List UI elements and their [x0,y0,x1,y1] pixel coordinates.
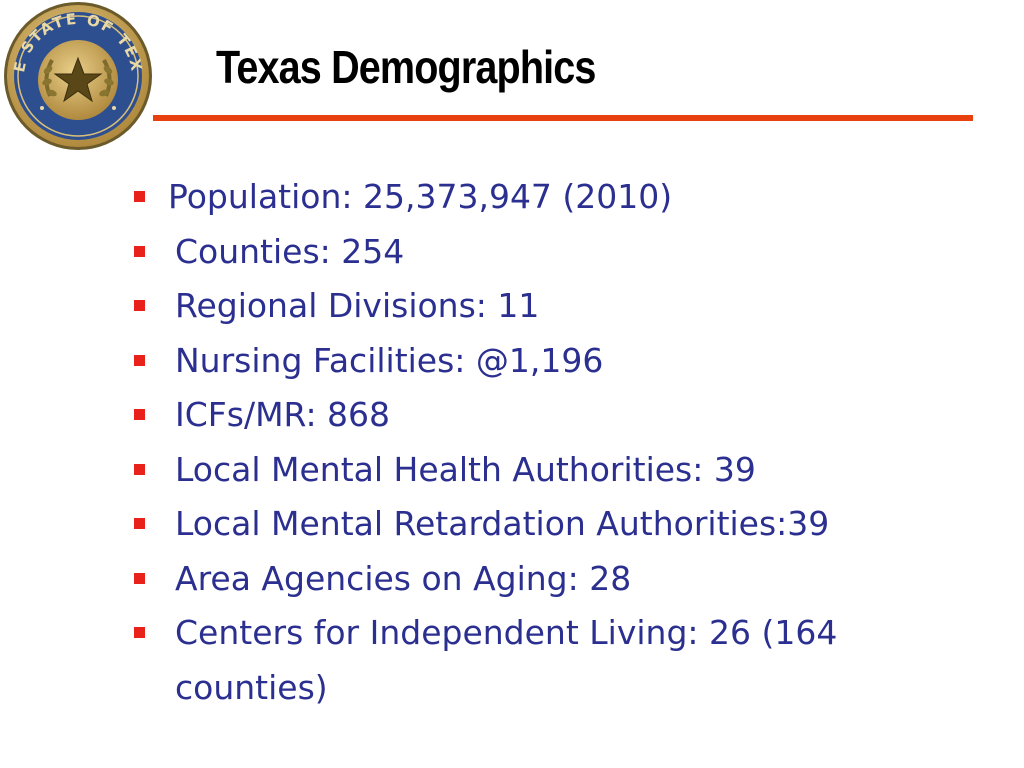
bullet-item: Centers for Independent Living: 26 (164 … [131,606,995,715]
square-bullet-icon [134,245,145,257]
bullet-text: Centers for Independent Living: 26 (164 … [175,613,838,707]
square-bullet-icon [134,300,145,311]
square-bullet-icon [134,191,145,202]
bullet-text: ICFs/MR: 868 [175,395,391,434]
title-divider [153,115,973,121]
bullet-item: Counties: 254 [131,225,995,280]
bullet-text: Area Agencies on Aging: 28 [175,558,632,598]
square-bullet-icon [134,518,145,529]
square-bullet-icon [134,354,145,366]
bullet-item: ICFs/MR: 868 [131,388,995,443]
bullet-text: Counties: 254 [175,231,405,271]
bullet-item: Nursing Facilities: @1,196 [131,334,995,389]
bullet-text: Local Mental Health Authorities: 39 [175,449,756,489]
bullet-list: Population: 25,373,947 (2010) Counties: … [131,170,995,715]
bullet-text: Population: 25,373,947 (2010) [168,177,673,216]
bullet-item: Local Mental Health Authorities: 39 [131,443,995,498]
bullet-text: Nursing Facilities: @1,196 [175,340,604,380]
square-bullet-icon [134,572,145,584]
bullet-item: Area Agencies on Aging: 28 [131,552,995,607]
bullet-item: Regional Divisions: 11 [131,279,995,334]
bullet-text: Local Mental Retardation Authorities:39 [175,504,830,543]
square-bullet-icon [134,463,145,475]
bullet-text: Regional Divisions: 11 [175,286,540,325]
square-bullet-icon [134,627,145,638]
texas-state-seal-icon: THE STATE OF TEXAS [2,0,152,150]
bullet-item: Population: 25,373,947 (2010) [131,170,995,225]
square-bullet-icon [134,409,145,420]
slide-title: Texas Demographics [216,41,596,93]
bullet-item: Local Mental Retardation Authorities:39 [131,497,995,552]
